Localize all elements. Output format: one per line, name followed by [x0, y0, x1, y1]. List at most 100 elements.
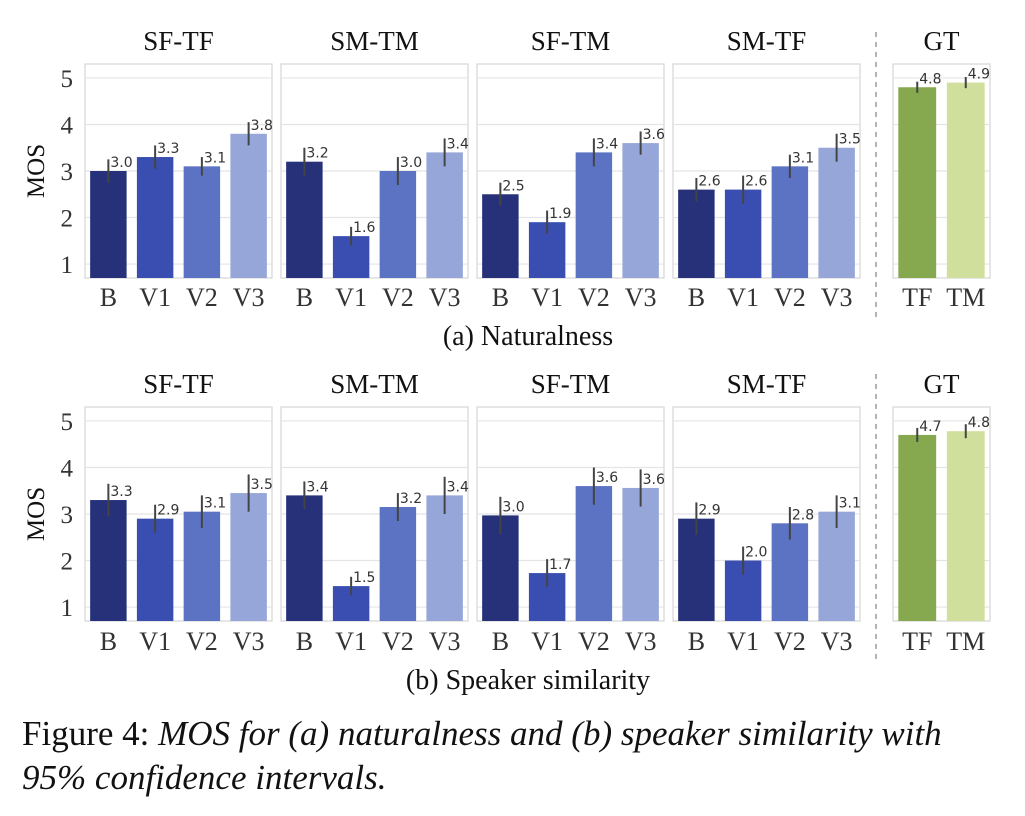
x-tick-label: V1: [139, 283, 171, 312]
x-tick-label: B: [296, 627, 313, 656]
value-label: 3.3: [110, 484, 132, 500]
bar-tf: [898, 434, 937, 621]
x-tick-label: V2: [186, 283, 218, 312]
panel-sm-tf: SM-TF 2.9 B 2.0 V1 2.8 V2 3.1 V3: [672, 369, 861, 656]
figure-caption: Figure 4: MOS for (a) naturalness and (b…: [22, 712, 1012, 800]
value-label: 4.7: [919, 419, 941, 435]
x-tick-label: V2: [774, 283, 806, 312]
x-tick-label: V3: [429, 283, 461, 312]
x-tick-label: B: [688, 283, 705, 312]
panel-sm-tm: SM-TM 3.2 B 1.6 V1 3.0 V2 3.4 V3: [280, 26, 469, 312]
bar-v2: [379, 507, 417, 621]
value-label: 3.0: [110, 155, 132, 171]
value-label: 3.4: [447, 136, 469, 152]
value-label: 3.3: [157, 141, 179, 157]
x-tick-label: V2: [578, 627, 610, 656]
value-label: 3.0: [400, 155, 422, 171]
bar-b: [90, 500, 127, 621]
value-label: 1.9: [549, 206, 571, 222]
bar-b: [286, 495, 323, 621]
x-tick-label: V1: [335, 283, 367, 312]
value-label: 2.5: [502, 178, 524, 194]
bar-v2: [379, 171, 417, 278]
y-tick-label: 4: [61, 455, 74, 482]
value-label: 2.6: [745, 174, 767, 190]
value-label: 3.1: [204, 150, 226, 166]
panel-title: SF-TM: [531, 26, 611, 56]
y-axis-label: MOS: [23, 144, 50, 198]
value-label: 2.8: [792, 507, 814, 523]
value-label: 3.4: [596, 136, 618, 152]
y-tick-label: 5: [61, 409, 74, 436]
y-tick-label: 1: [61, 595, 74, 622]
value-label: 2.0: [745, 545, 767, 561]
x-tick-label: V1: [727, 627, 759, 656]
bar-v1: [724, 189, 762, 278]
y-tick-label: 2: [61, 206, 74, 233]
panel-title: SF-TM: [531, 369, 611, 399]
bar-v2: [575, 486, 613, 621]
figure-caption-text: MOS for (a) naturalness and (b) speaker …: [22, 714, 942, 797]
value-label: 3.2: [400, 491, 422, 507]
panel-sf-tm: SF-TM 3.0 B 1.7 V1 3.6 V2 3.6 V3: [476, 369, 665, 656]
x-tick-label: V3: [625, 627, 657, 656]
x-tick-label: V3: [233, 627, 265, 656]
value-label: 4.8: [919, 71, 941, 87]
bar-v3: [622, 487, 659, 621]
x-tick-label: TM: [946, 627, 985, 656]
x-tick-label: B: [492, 283, 509, 312]
value-label: 3.8: [251, 118, 273, 134]
x-tick-label: V2: [774, 627, 806, 656]
bar-v2: [183, 511, 221, 621]
bar-v3: [622, 143, 659, 278]
panel-sf-tf: SF-TF 3.3 B 2.9 V1 3.1 V2 3.5 V3: [84, 369, 273, 656]
x-tick-label: V1: [531, 627, 563, 656]
y-tick-label: 3: [61, 159, 74, 186]
panel-title: SM-TM: [330, 26, 419, 56]
value-label: 3.2: [306, 146, 328, 162]
x-tick-label: V2: [578, 283, 610, 312]
bar-b: [482, 194, 519, 278]
panel-sf-tf: SF-TF 3.0 B 3.3 V1 3.1 V2 3.8 V3: [84, 26, 273, 312]
chart-row-speaker-similarity: MOS 1 2 3 4 5 (b) Speaker similarity SF-TF 3.3 B 2…: [23, 369, 991, 696]
bar-v3: [426, 152, 463, 278]
value-label: 3.5: [251, 477, 273, 493]
y-tick-label: 2: [61, 549, 74, 576]
bar-b: [678, 189, 715, 278]
bar-v2: [771, 166, 809, 278]
value-label: 3.0: [502, 499, 524, 515]
y-tick-label: 3: [61, 502, 74, 529]
bar-v1: [136, 518, 174, 621]
value-label: 1.7: [549, 557, 571, 573]
y-axis-label: MOS: [23, 487, 50, 541]
x-tick-label: B: [296, 283, 313, 312]
x-tick-label: TM: [946, 283, 985, 312]
bar-b: [678, 518, 715, 621]
x-tick-label: V3: [821, 283, 853, 312]
x-tick-label: V3: [429, 627, 461, 656]
y-tick-label: 4: [61, 112, 74, 139]
bar-v2: [575, 152, 613, 278]
bar-tm: [946, 431, 985, 621]
x-tick-label: B: [100, 627, 117, 656]
value-label: 1.6: [353, 220, 375, 236]
bar-v3: [230, 133, 267, 278]
x-tick-label: V1: [139, 627, 171, 656]
panel-title: SF-TF: [143, 369, 214, 399]
panel-gt: GT 4.7 TF 4.8 TM: [892, 369, 991, 656]
value-label: 2.9: [157, 503, 179, 519]
value-label: 3.4: [306, 479, 328, 495]
panel-sf-tm: SF-TM 2.5 B 1.9 V1 3.4 V2 3.6 V3: [476, 26, 665, 312]
y-tick-label: 1: [61, 252, 74, 279]
x-tick-label: TF: [902, 627, 932, 656]
panel-title: GT: [924, 369, 960, 399]
value-label: 2.9: [698, 503, 720, 519]
x-tick-label: V3: [625, 283, 657, 312]
x-tick-label: B: [688, 627, 705, 656]
bar-v3: [818, 511, 855, 621]
value-label: 3.1: [792, 150, 814, 166]
x-tick-label: V2: [382, 283, 414, 312]
x-tick-label: B: [492, 627, 509, 656]
section-title: (a) Naturalness: [443, 321, 613, 352]
panel-title: SM-TF: [727, 26, 807, 56]
